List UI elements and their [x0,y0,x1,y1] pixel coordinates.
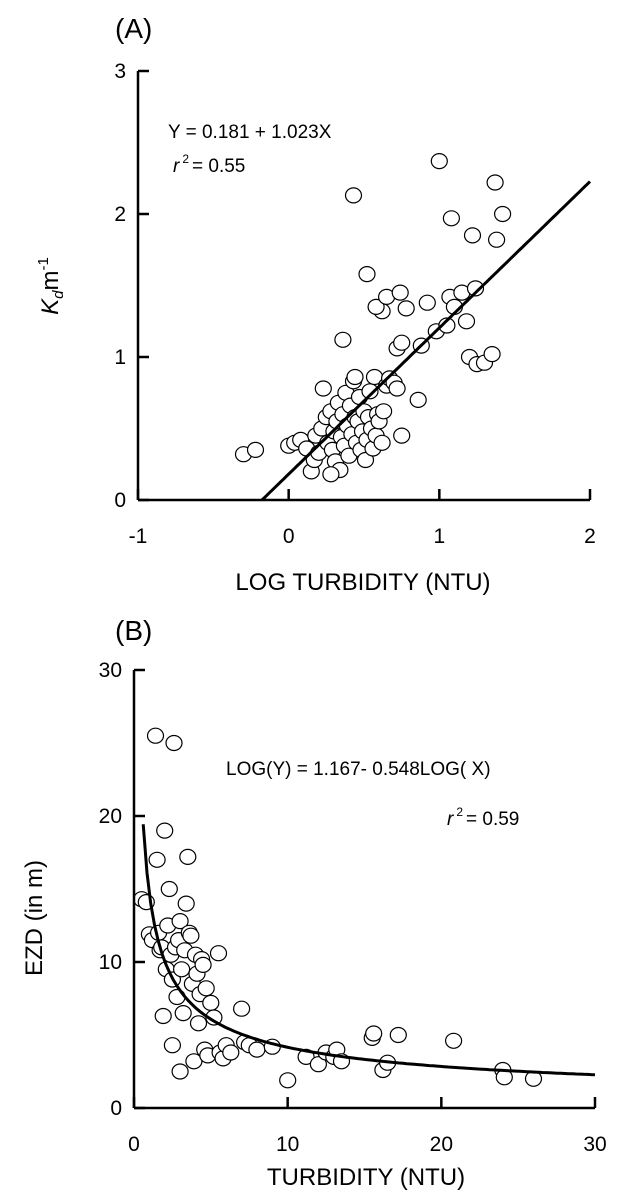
panel-a-data-point [392,285,408,300]
panel-b-data-point [249,1042,265,1057]
panel-a-x-tick-label: 2 [584,525,596,548]
panel-a-data-point [443,211,459,226]
panel-a-data-point [431,154,447,169]
panel-b-data-point [234,1001,250,1016]
panel-b-label: (B) [115,615,152,646]
panel-a-y-tick-label: 2 [114,203,126,226]
panel-a-y-tick-label: 3 [114,60,126,83]
panel-a-data-point [465,228,481,243]
panel-b-data-point [446,1033,462,1048]
panel-b-data-point [198,981,214,996]
panel-b-equation: LOG(Y) = 1.167- 0.548LOG( X) [226,759,491,780]
panel-b-data-point [166,736,182,751]
panel-b-r-squared: r 2 = 0.59 [447,805,519,830]
panel-a-data-point [394,428,410,443]
panel-b-points [134,728,542,1088]
panel-b-xlabel: TURBIDITY (NTU) [267,1164,465,1191]
panel-a-r-squared: r 2 = 0.55 [173,152,245,177]
panel-b-data-point [172,1064,188,1079]
panel-b-data-point [183,928,199,943]
panel-b-data-point [223,1045,239,1060]
panel-a-data-point [359,267,375,282]
panel-a-y-tick-label: 1 [114,346,126,369]
panel-a-data-point [419,295,435,310]
panel-b-data-point [366,1026,382,1041]
panel-b-data-point [178,896,194,911]
panel-a-data-point [389,381,405,396]
panel-a-ylabel: Kdm-1 [35,257,67,315]
panel-b-data-point [203,995,219,1010]
panel-b-data-point [164,1038,180,1053]
panel-b-x-tick-label: 10 [276,1133,299,1156]
panel-a-x-tick-label: 0 [283,525,295,548]
panel-b-data-point [175,1006,191,1021]
panel-a-fit-line [262,182,590,501]
panel-a-x-tick-label: 1 [433,525,445,548]
panel-b-data-point [148,728,164,743]
panel-b-data-point [180,849,196,864]
panel-a-data-point [487,175,503,190]
panel-b-data-point [191,1016,207,1031]
panel-a-data-point [484,347,500,362]
panel-a-data-point [315,381,331,396]
panel-a-data-point [489,232,505,247]
panel-b-data-point [157,823,173,838]
panel-b-y-tick-label: 10 [99,951,122,974]
panel-a-data-point [410,392,426,407]
panel-a-data-point [376,404,392,419]
panel-b-data-point [155,1009,171,1024]
panel-a-data-point [346,188,362,203]
panel-b-ylabel: EZD (in m) [21,860,48,976]
panel-a-points [236,154,511,482]
panel-a-data-point [335,332,351,347]
panel-b-y-tick-label: 0 [110,1097,122,1120]
panel-a-data-point [459,314,475,329]
panel-b-data-point [174,962,190,977]
panel-b-data-point [195,957,211,972]
panel-a-xlabel: LOG TURBIDITY (NTU) [235,569,490,596]
panel-a-data-point [374,435,390,450]
panel-a-data-point [323,467,339,482]
panel-a-data-point [347,370,363,385]
panel-a-y-tick-label: 0 [114,489,126,512]
panel-b-x-tick-label: 0 [128,1133,140,1156]
panel-b-y-tick-label: 20 [99,805,122,828]
panel-b-data-point [390,1028,406,1043]
panel-b-data-point [161,882,177,897]
panel-a-data-point [398,301,414,316]
panel-b-data-point [211,946,227,961]
panel-a-equation: Y = 0.181 + 1.023X [168,122,332,143]
panel-a-data-point [248,442,264,457]
panel-b-x-tick-label: 20 [430,1133,453,1156]
panel-a-label: (A) [115,13,152,44]
panel-b-data-point [149,852,165,867]
panel-b-x-tick-label: 30 [583,1133,606,1156]
panel-a-data-point [394,335,410,350]
panel-b: (B) LOG(Y) = 1.167- 0.548LOG( X) r 2 = 0.5… [21,615,607,1191]
panel-b-data-point [280,1073,296,1088]
panel-a-x-tick-label: -1 [129,525,148,548]
panel-b-y-tick-label: 30 [99,659,122,682]
panel-a-data-point [495,207,511,222]
